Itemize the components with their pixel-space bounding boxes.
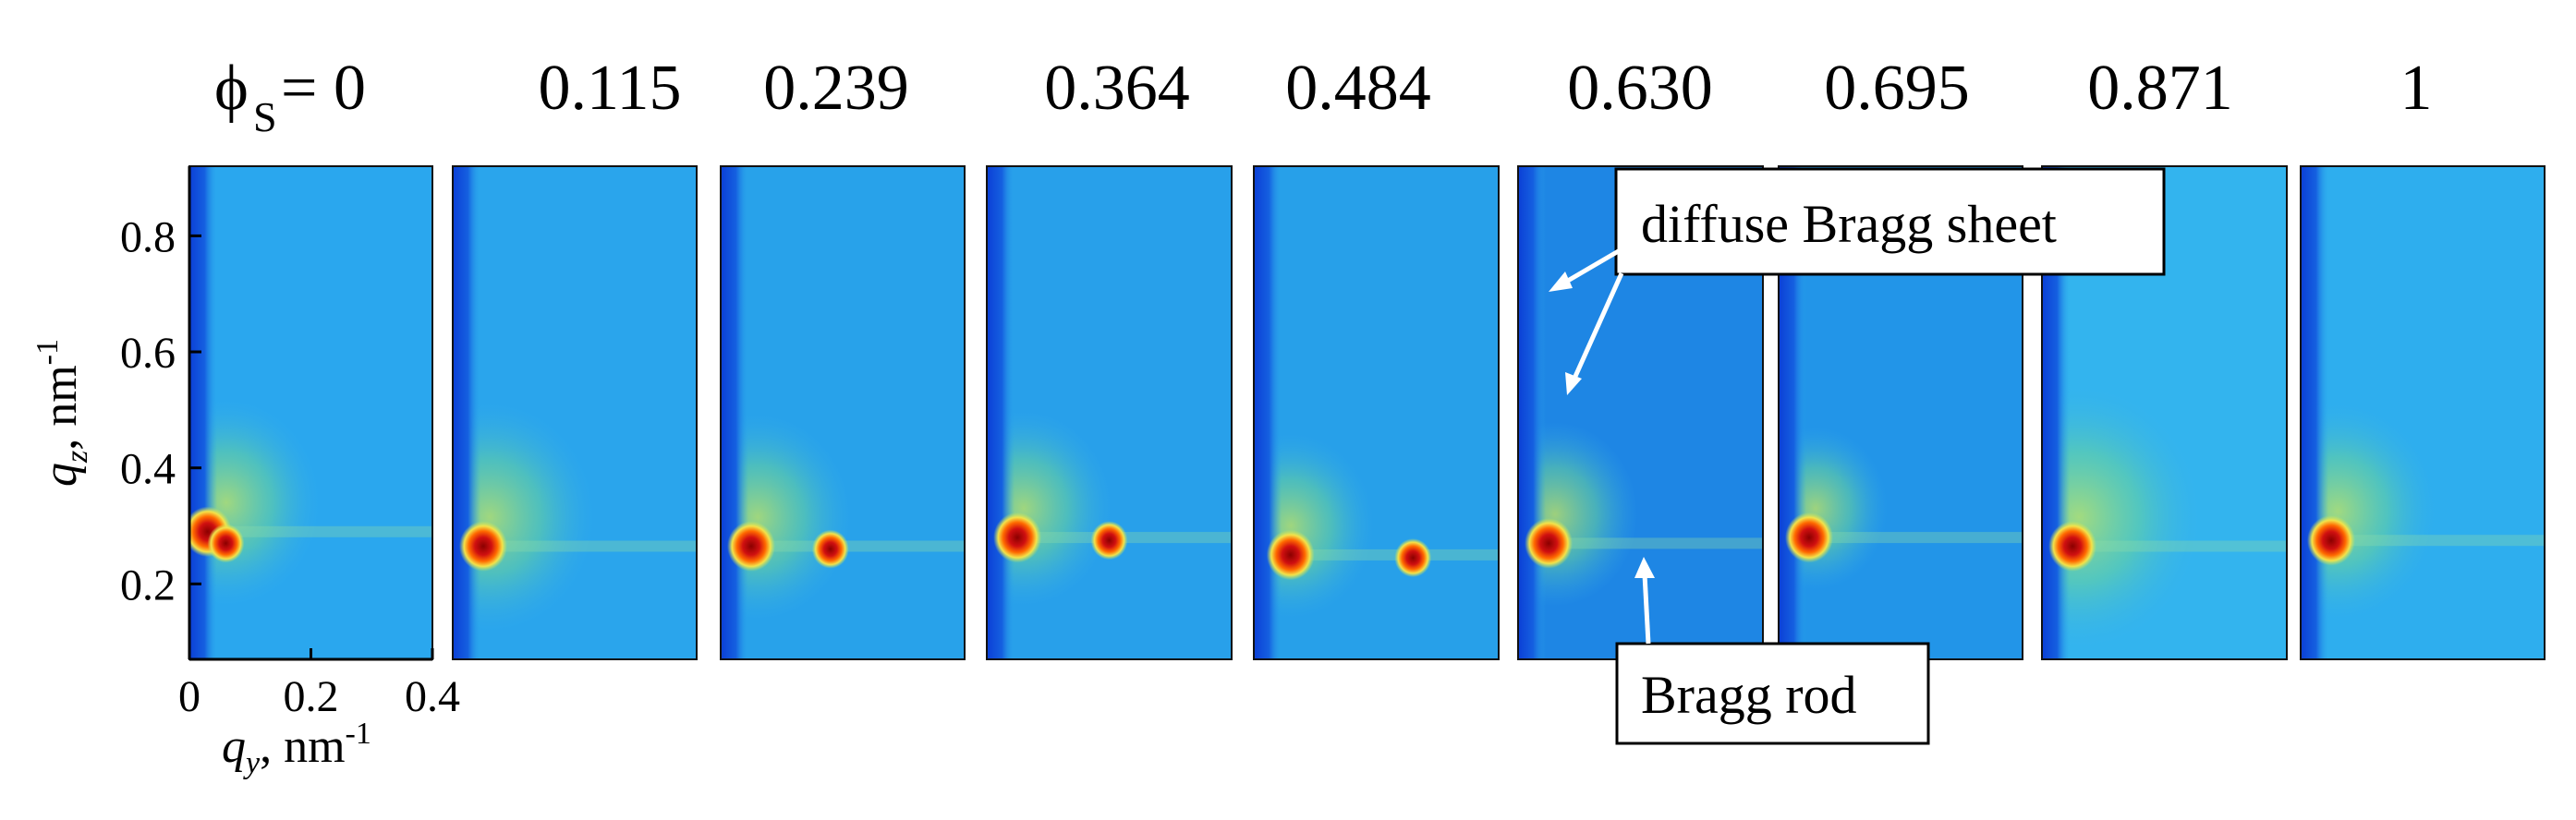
- qy-title: qy, nm-1: [222, 717, 371, 780]
- diffuse-arrow-1: [1560, 247, 1623, 287]
- qz-tick-label: 0.4: [120, 445, 176, 494]
- annotation-diffuse-bragg-sheet: diffuse Bragg sheet: [1549, 167, 2166, 395]
- qz-axis: 0.2 0.4 0.6 0.8: [120, 166, 201, 659]
- qy-title-exp: -1: [346, 717, 371, 751]
- phi-value-label: 0.484: [1285, 53, 1431, 124]
- bragg-peak-spot: [459, 521, 507, 572]
- bragg-rod-band: [453, 540, 697, 552]
- bragg-peak-spot: [1394, 538, 1432, 578]
- saxs-panel-3: [720, 165, 966, 660]
- qz-tick-label: 0.8: [120, 212, 176, 261]
- bragg-rod-band: [2042, 540, 2287, 552]
- qz-tick-label: 0.6: [120, 329, 176, 378]
- bragg-peak-spot: [2307, 514, 2355, 566]
- qy-axis: 0 0.2 0.4: [178, 648, 460, 721]
- beamstop-edge: [1518, 166, 1546, 659]
- phi-header: ϕ S = 0: [214, 53, 366, 140]
- diffuse-label-box: [1614, 167, 2166, 276]
- diffuse-glow: [1779, 427, 1888, 590]
- phi-value-label: 0.364: [1044, 53, 1190, 124]
- diffuse-glow: [2042, 386, 2201, 649]
- qy-title-q: q: [222, 720, 246, 773]
- bragg-peak-spot: [1525, 518, 1574, 569]
- phi-subscript: S: [253, 93, 277, 140]
- phi-symbol: ϕ: [214, 53, 249, 124]
- bragg-peak-spot: [1785, 512, 1833, 563]
- bragg-rod-band: [1254, 549, 1499, 561]
- qz-title-sub: z: [60, 451, 94, 464]
- diffuse-arrow-2: [1571, 271, 1624, 382]
- saxs-panel-9: [2300, 165, 2546, 660]
- bragg-peak-spot: [1090, 521, 1128, 561]
- saxs-panel-1: [188, 165, 433, 660]
- beamstop-edge: [987, 166, 1015, 659]
- qy-tick-label: 0.4: [405, 672, 460, 721]
- diffuse-glow: [453, 403, 595, 633]
- panel-frame: [2300, 165, 2546, 660]
- qz-title-unit: , nm: [34, 365, 87, 450]
- panel-frame: [720, 165, 966, 660]
- bragg-peak-spot: [993, 512, 1042, 563]
- diffuse-label: diffuse Bragg sheet: [1641, 194, 2057, 254]
- diffuse-glow: [2301, 402, 2437, 621]
- qy-title-sub: y: [243, 746, 261, 780]
- bragg-peak-spot: [2048, 521, 2097, 572]
- qz-title-exp: -1: [30, 339, 65, 365]
- panel-frame: [2041, 165, 2288, 660]
- panel-frame: [452, 165, 698, 660]
- qy-tick-label: 0: [178, 672, 200, 721]
- bragg-rod-band: [1518, 537, 1763, 549]
- bragg-peak-spot: [1266, 529, 1315, 581]
- rod-label: Bragg rod: [1641, 665, 1857, 725]
- bragg-peak-spot: [207, 524, 245, 563]
- phi-equals: = 0: [281, 53, 366, 124]
- panel-frame: [986, 165, 1233, 660]
- annotation-bragg-rod: Bragg rod: [1615, 557, 1930, 745]
- phi-value-label: 0.871: [2087, 53, 2233, 124]
- saxs-panel-2: [452, 165, 698, 660]
- diffuse-arrowhead-2: [1565, 372, 1582, 395]
- qy-axis-title: qy, nm-1: [222, 717, 371, 780]
- phi-value-label: 0.695: [1824, 53, 1970, 124]
- qz-tick-label: 0.2: [120, 561, 176, 609]
- qy-tick-label: 0.2: [284, 672, 339, 721]
- beamstop-edge: [2301, 166, 2328, 659]
- beamstop-edge: [1254, 166, 1282, 659]
- bragg-rod-band: [189, 525, 432, 537]
- diffuse-glow: [1254, 433, 1374, 619]
- rod-arrowhead: [1634, 557, 1655, 578]
- diffuse-arrowhead-1: [1549, 271, 1573, 292]
- rod-label-box: [1615, 642, 1930, 745]
- qy-title-unit: , nm: [260, 720, 345, 773]
- qz-axis-title: qz, nm-1: [30, 339, 94, 487]
- qz-title-q: q: [34, 463, 87, 487]
- phi-values: 0.115 0.239 0.364 0.484 0.630 0.695 0.871 1: [539, 53, 2433, 124]
- beamstop-edge: [453, 166, 480, 659]
- beamstop-edge: [721, 166, 748, 659]
- beamstop-edge: [189, 166, 217, 659]
- saxs-panel-5: [1253, 165, 1500, 660]
- bragg-peak-spot: [811, 529, 849, 569]
- phi-value-label: 0.239: [763, 53, 909, 124]
- saxs-panel-4: [986, 165, 1233, 660]
- phi-value-label: 0.115: [539, 53, 682, 124]
- rod-arrow: [1642, 573, 1651, 645]
- bragg-rod-band: [1779, 532, 2023, 544]
- bragg-rod-band: [2301, 535, 2545, 547]
- bragg-peak-spot: [727, 521, 775, 572]
- phi-value-label: 1: [2400, 53, 2433, 124]
- qz-title: qz, nm-1: [30, 339, 94, 487]
- phi-value-label: 0.630: [1567, 53, 1713, 124]
- panel-frame: [1253, 165, 1500, 660]
- panel-row: [188, 165, 2546, 660]
